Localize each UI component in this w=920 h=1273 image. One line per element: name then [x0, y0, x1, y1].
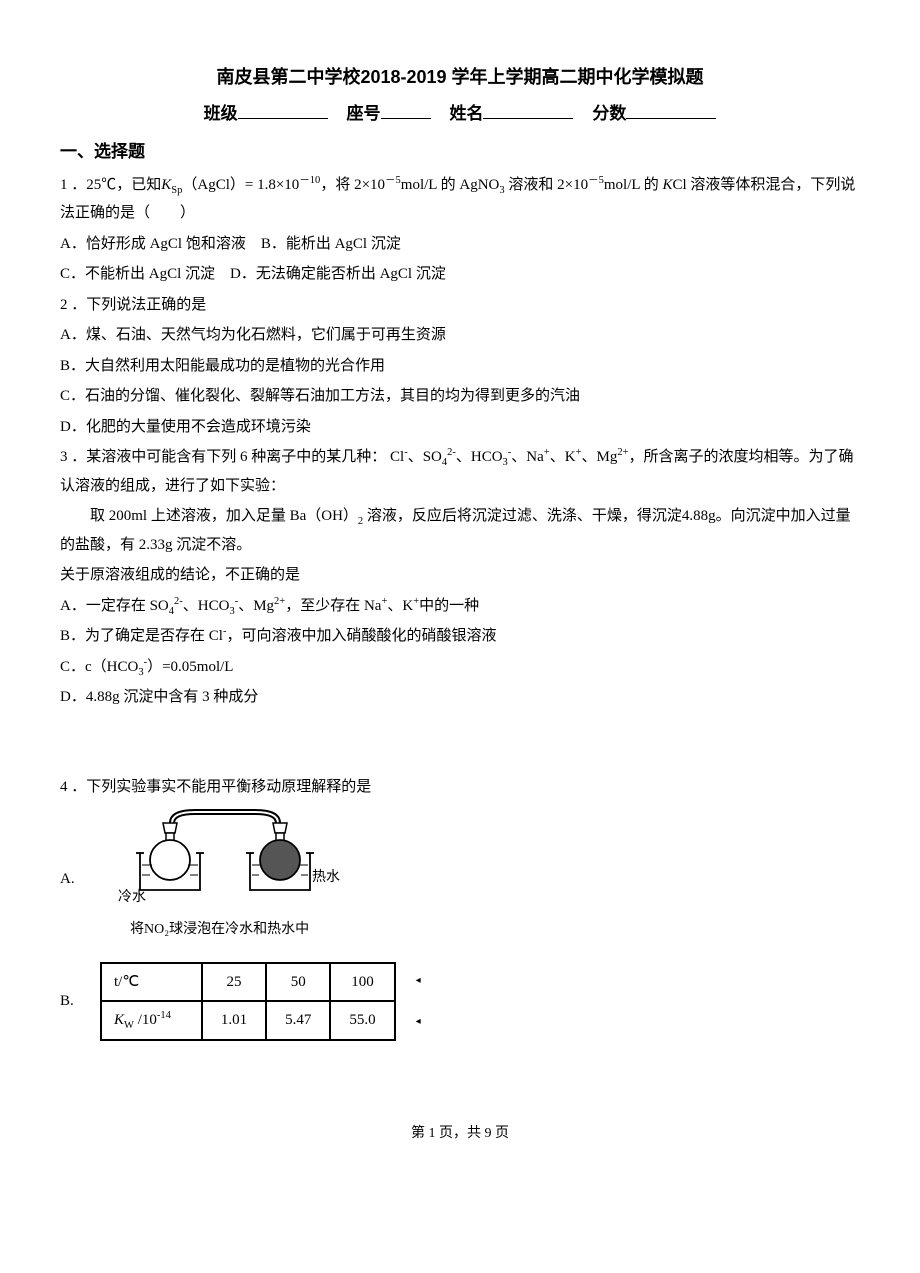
tick-icon: ◂ — [416, 971, 421, 990]
q1-optA: A．恰好形成 AgCl 饱和溶液 — [60, 236, 246, 252]
table-row: KW /10-14 1.01 5.47 55.0 — [101, 1001, 395, 1040]
cell: 100 — [330, 963, 394, 1002]
q3-t1: 3 ．某溶液中可能含有下列 6 种离子中的某几种： Cl — [60, 449, 404, 465]
header-fields: 班级 座号 姓名 分数 — [60, 98, 860, 130]
page-title: 南皮县第二中学校2018-2019 学年上学期高二期中化学模拟题 — [60, 60, 860, 94]
page-footer: 第 1 页，共 9 页 — [60, 1121, 860, 1148]
q1-text6: mol/L 的 — [604, 177, 663, 193]
q3-optC: C．c（HCO3-）=0.05mol/L — [60, 653, 860, 682]
q1-exp1: －10 — [299, 175, 320, 186]
q3A3: 2- — [174, 596, 183, 607]
flask-diagram: 冷水 热水 — [100, 805, 350, 915]
q3A9: ，至少存在 Na — [285, 598, 381, 614]
q1-exp3: －5 — [588, 175, 604, 186]
cell: 5.47 — [266, 1001, 330, 1040]
score-blank[interactable] — [626, 101, 716, 119]
q1-kcl: K — [662, 177, 672, 193]
q4-optB-letter: B. — [60, 987, 80, 1016]
class-label: 班级 — [204, 104, 238, 123]
q1-optB: B．能析出 AgCl 沉淀 — [261, 236, 401, 252]
q3-t2: 、SO — [408, 449, 442, 465]
flask-caption: 将NO₂球浸泡在冷水和热水中 — [130, 917, 350, 944]
q3-t6: 、Mg — [581, 449, 617, 465]
q3-s4: 3 — [503, 457, 508, 468]
name-label: 姓名 — [449, 104, 483, 123]
q3-p2a: 取 200ml 上述溶液，加入足量 Ba（OH） — [90, 508, 358, 524]
q3B1: B．为了确定是否存在 Cl — [60, 628, 223, 644]
kw-sub: W — [124, 1020, 134, 1031]
q4-optB-row: B. t/℃ 25 50 100 KW /10-14 1.01 5.47 55.… — [60, 962, 860, 1041]
q3-optA: A．一定存在 SO42-、HCO3-、Mg2+，至少存在 Na+、K+中的一种 — [60, 592, 860, 621]
section-1-heading: 一、选择题 — [60, 136, 860, 168]
q2-optD: D．化肥的大量使用不会造成环境污染 — [60, 413, 860, 442]
kw-sup: -14 — [157, 1010, 171, 1021]
q3A5: 3 — [229, 606, 234, 617]
table-row: t/℃ 25 50 100 — [101, 963, 395, 1002]
q3-t5: 、K — [550, 449, 576, 465]
q1-text3: ，将 2×10 — [320, 177, 385, 193]
q3A11: 、K — [387, 598, 413, 614]
q1-text5: 溶液和 2×10 — [505, 177, 588, 193]
q1-exp2: －5 — [385, 175, 401, 186]
q3-stem1: 3 ．某溶液中可能含有下列 6 种离子中的某几种： Cl-、SO42-、HCO3… — [60, 443, 860, 500]
q3A13: 中的一种 — [419, 598, 479, 614]
tick-icon: ◂ — [416, 1012, 421, 1031]
q1-ksp-sub: Sp — [171, 185, 182, 196]
q3B3: ，可向溶液中加入硝酸酸化的硝酸银溶液 — [226, 628, 496, 644]
q3A7: 、Mg — [238, 598, 274, 614]
row1-hdr: t/℃ — [101, 963, 202, 1002]
flask-diagram-block: 冷水 热水 将NO₂球浸泡在冷水和热水中 — [100, 805, 350, 954]
q4-optA-row: A. — [60, 805, 860, 954]
q3A8: 2+ — [274, 596, 285, 607]
q1-optD: D．无法确定能否析出 AgCl 沉淀 — [230, 266, 446, 282]
q3-t3: 、HCO — [456, 449, 503, 465]
q3A1: A．一定存在 SO — [60, 598, 169, 614]
row2-hdr: KW /10-14 — [101, 1001, 202, 1040]
q3-s2: 4 — [442, 457, 447, 468]
flask-hot-label: 热水 — [312, 865, 340, 892]
q3A2: 4 — [169, 606, 174, 617]
q3-para2: 取 200ml 上述溶液，加入足量 Ba（OH）2 溶液，反应后将沉淀过滤、洗涤… — [60, 502, 860, 559]
kw-div: /10 — [134, 1012, 157, 1028]
q3-optD: D．4.88g 沉淀中含有 3 种成分 — [60, 683, 860, 712]
q3-para3: 关于原溶液组成的结论，不正确的是 — [60, 561, 860, 590]
q3C4: ）=0.05mol/L — [147, 659, 233, 675]
q3-optB: B．为了确定是否存在 Cl-，可向溶液中加入硝酸酸化的硝酸银溶液 — [60, 622, 860, 651]
flask-cold-label: 冷水 — [118, 885, 146, 912]
kw-table: t/℃ 25 50 100 KW /10-14 1.01 5.47 55.0 — [100, 962, 396, 1041]
q1-ksp: K — [161, 177, 171, 193]
cell: 55.0 — [330, 1001, 394, 1040]
kw-k: K — [114, 1012, 124, 1028]
q1-stem: 1 ．25℃，已知KSp（AgCl）= 1.8×10－10，将 2×10－5mo… — [60, 171, 860, 228]
cell: 1.01 — [202, 1001, 266, 1040]
q1-options-cd: C．不能析出 AgCl 沉淀 D．无法确定能否析出 AgCl 沉淀 — [60, 260, 860, 289]
q1-text2: （AgCl）= 1.8×10 — [182, 177, 299, 193]
q2-optA: A．煤、石油、天然气均为化石燃料，它们属于可再生资源 — [60, 321, 860, 350]
cell: 25 — [202, 963, 266, 1002]
q3-s8: 2+ — [617, 447, 628, 458]
q2-stem: 2 ．下列说法正确的是 — [60, 291, 860, 320]
cell: 50 — [266, 963, 330, 1002]
q3C1: C．c（HCO — [60, 659, 138, 675]
seat-label: 座号 — [347, 104, 381, 123]
seat-blank[interactable] — [381, 101, 431, 119]
q2-optB: B．大自然利用太阳能最成功的是植物的光合作用 — [60, 352, 860, 381]
q1-options-ab: A．恰好形成 AgCl 饱和溶液 B．能析出 AgCl 沉淀 — [60, 230, 860, 259]
table-ticks: ◂ ◂ — [416, 971, 421, 1031]
q4-stem: 4 ．下列实验事实不能用平衡移动原理解释的是 — [60, 773, 860, 802]
q4-optA-letter: A. — [60, 865, 80, 894]
q1-text: 1 ．25℃，已知 — [60, 177, 161, 193]
q1-optC: C．不能析出 AgCl 沉淀 — [60, 266, 215, 282]
q3C2: 3 — [138, 667, 143, 678]
q3A4: 、HCO — [183, 598, 230, 614]
q2-optC: C．石油的分馏、催化裂化、裂解等石油加工方法，其目的均为得到更多的汽油 — [60, 382, 860, 411]
q1-text4: mol/L 的 AgNO — [401, 177, 500, 193]
name-blank[interactable] — [483, 101, 573, 119]
q3-s3: 2- — [447, 447, 456, 458]
score-label: 分数 — [592, 104, 626, 123]
q3-t4: 、Na — [511, 449, 544, 465]
class-blank[interactable] — [238, 101, 328, 119]
